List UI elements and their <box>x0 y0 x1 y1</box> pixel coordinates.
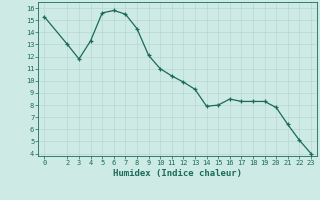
X-axis label: Humidex (Indice chaleur): Humidex (Indice chaleur) <box>113 169 242 178</box>
